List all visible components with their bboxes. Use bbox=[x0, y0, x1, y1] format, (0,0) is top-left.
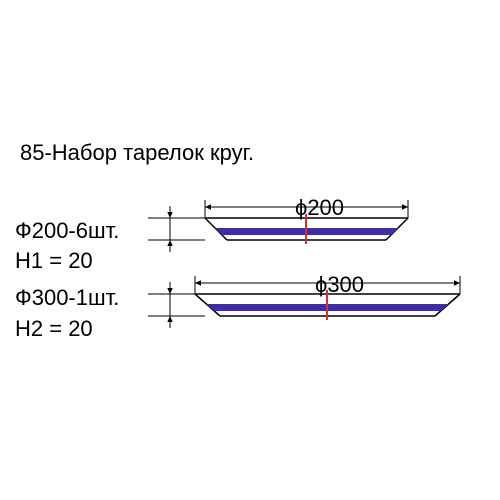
diagram-svg bbox=[0, 0, 500, 500]
